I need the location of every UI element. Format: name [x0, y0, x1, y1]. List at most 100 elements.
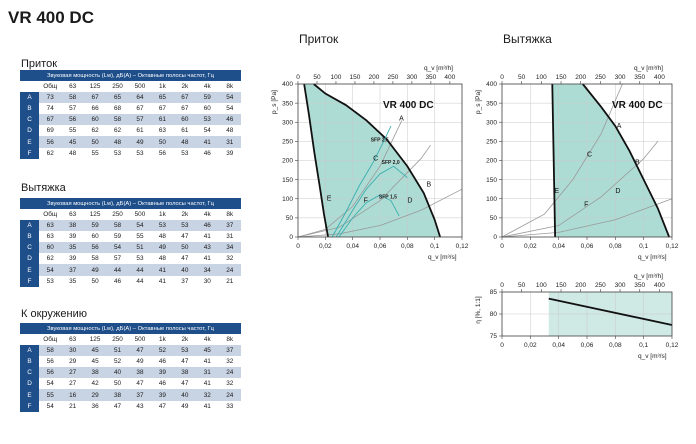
table-cell: 68	[106, 103, 129, 115]
chart0-x2-tick-label: 200	[368, 74, 379, 81]
chart2-x-tick-label: 0,02	[524, 342, 537, 349]
chart0-point-a: A	[399, 115, 404, 122]
table-cell: 44	[128, 264, 152, 276]
chart2-x-tick-label: 0,12	[666, 342, 679, 349]
table-cell: 44	[128, 275, 152, 287]
table-cell: 55	[128, 231, 152, 243]
chart2-x2-axis-label: q_v [m³/h]	[634, 273, 663, 280]
table-cell: 56	[151, 147, 174, 159]
table-row: D 69 55 62 62 61 63 61 54 48	[20, 125, 241, 137]
chart0-y-tick-label: 300	[282, 119, 293, 126]
chart2-y-axis-label: η [%, 1:1]	[475, 296, 482, 324]
table-cell: 63	[39, 220, 62, 232]
table-cell: 52	[151, 345, 174, 357]
table-cell: 42	[83, 378, 107, 390]
column-header: Общ	[39, 81, 62, 93]
column-header: 8k	[218, 334, 241, 346]
table-cell: 62	[39, 147, 62, 159]
chart1-y-axis-label: p_s [Pa]	[475, 90, 482, 114]
table-cell: 34	[218, 242, 241, 254]
chart0-sfp-label: SFP 2,5	[371, 137, 389, 143]
chart1-point-c: C	[587, 152, 592, 159]
chart2-x-axis-label: q_v [m³/s]	[638, 353, 667, 360]
table-cell: 27	[61, 367, 84, 379]
chart0-x-tick-label: 0	[296, 243, 300, 250]
chart1-x2-axis-label: q_v [m³/h]	[634, 65, 663, 72]
sound-table-supply: Звуковая мощность (Lw), дБ(А) – Октавные…	[20, 70, 241, 159]
row-label: C	[20, 114, 39, 126]
table-cell: 61	[128, 125, 152, 137]
table-cell: 47	[173, 356, 197, 368]
table-cell: 67	[173, 103, 197, 115]
chart2-x-tick-label: 0	[500, 342, 504, 349]
chart1-y-tick-label: 350	[486, 100, 497, 107]
chart0-y-tick-label: 350	[282, 100, 293, 107]
table-cell: 45	[196, 345, 219, 357]
row-label: D	[20, 378, 39, 390]
table-cell: 37	[218, 345, 241, 357]
chart2-x-tick-label: 0,06	[581, 342, 594, 349]
table-cell: 46	[151, 378, 174, 390]
table-cell: 67	[39, 114, 62, 126]
table-cell: 53	[39, 275, 62, 287]
chart0-point-f: F	[364, 198, 368, 205]
table-cell: 32	[218, 356, 241, 368]
table-cell: 58	[106, 220, 129, 232]
chart1-x-tick-label: 0,12	[666, 243, 679, 250]
chart1-x2-tick-label: 0	[500, 74, 504, 81]
table-cell: 38	[173, 367, 197, 379]
table-cell: 49	[151, 242, 174, 254]
column-header: 63	[61, 81, 84, 93]
chart2-x2-tick-label: 250	[595, 282, 606, 289]
table-cell: 37	[61, 264, 84, 276]
table-cell: 60	[173, 114, 197, 126]
table-cell: 64	[128, 92, 152, 104]
table-cell: 60	[83, 231, 107, 243]
chart1-x2-tick-label: 300	[615, 74, 626, 81]
table-cell: 29	[83, 389, 107, 401]
section-title-surroundings: К окружению	[21, 308, 87, 320]
column-header: 250	[106, 81, 129, 93]
chart1-y-tick-label: 400	[486, 81, 497, 88]
table-cell: 38	[106, 389, 129, 401]
column-header: 1k	[151, 334, 174, 346]
table-cell: 59	[196, 92, 219, 104]
table-cell: 24	[218, 389, 241, 401]
chart0-max-curve	[313, 83, 441, 238]
column-header: 8k	[218, 209, 241, 221]
row-label: C	[20, 242, 39, 254]
chart-title-supply: Приток	[299, 32, 339, 46]
column-header: 500	[128, 81, 152, 93]
chart0-x2-tick-label: 50	[313, 74, 321, 81]
chart0-system-curve	[297, 120, 403, 238]
sound-table-surroundings: Звуковая мощность (Lw), дБ(А) – Октавные…	[20, 323, 241, 412]
table-cell: 41	[196, 231, 219, 243]
table-cell: 50	[106, 378, 129, 390]
chart1-y-tick-label: 150	[486, 177, 497, 184]
chart0-x-tick-label: 0,02	[319, 243, 332, 250]
table-cell: 46	[196, 147, 219, 159]
table-cell: 46	[151, 356, 174, 368]
chart0-x2-tick-label: 250	[387, 74, 398, 81]
column-header: 63	[61, 209, 84, 221]
table-cell: 38	[128, 367, 152, 379]
table-cell: 34	[196, 264, 219, 276]
chart0-model-label: VR 400 DC	[383, 100, 434, 111]
table-cell: 49	[83, 264, 107, 276]
table-cell: 40	[173, 389, 197, 401]
row-label: E	[20, 389, 39, 401]
table-cell: 45	[83, 345, 107, 357]
chart1-x-tick-label: 0,02	[524, 243, 537, 250]
table-cell: 52	[106, 356, 129, 368]
chart1-x2-tick-label: 50	[518, 74, 526, 81]
table-cell: 54	[39, 378, 62, 390]
table-cell: 45	[83, 356, 107, 368]
table-cell: 45	[61, 136, 84, 148]
table-cell: 32	[218, 253, 241, 265]
column-header: 250	[106, 209, 129, 221]
chart-title-extract: Вытяжка	[503, 32, 552, 46]
chart0-x-tick-label: 0,08	[401, 243, 414, 250]
chart1-x2-tick-label: 350	[634, 74, 645, 81]
table-row: A 63 38 59 58 54 53 53 46 37	[20, 220, 241, 232]
chart0-x2-tick-label: 100	[331, 74, 342, 81]
